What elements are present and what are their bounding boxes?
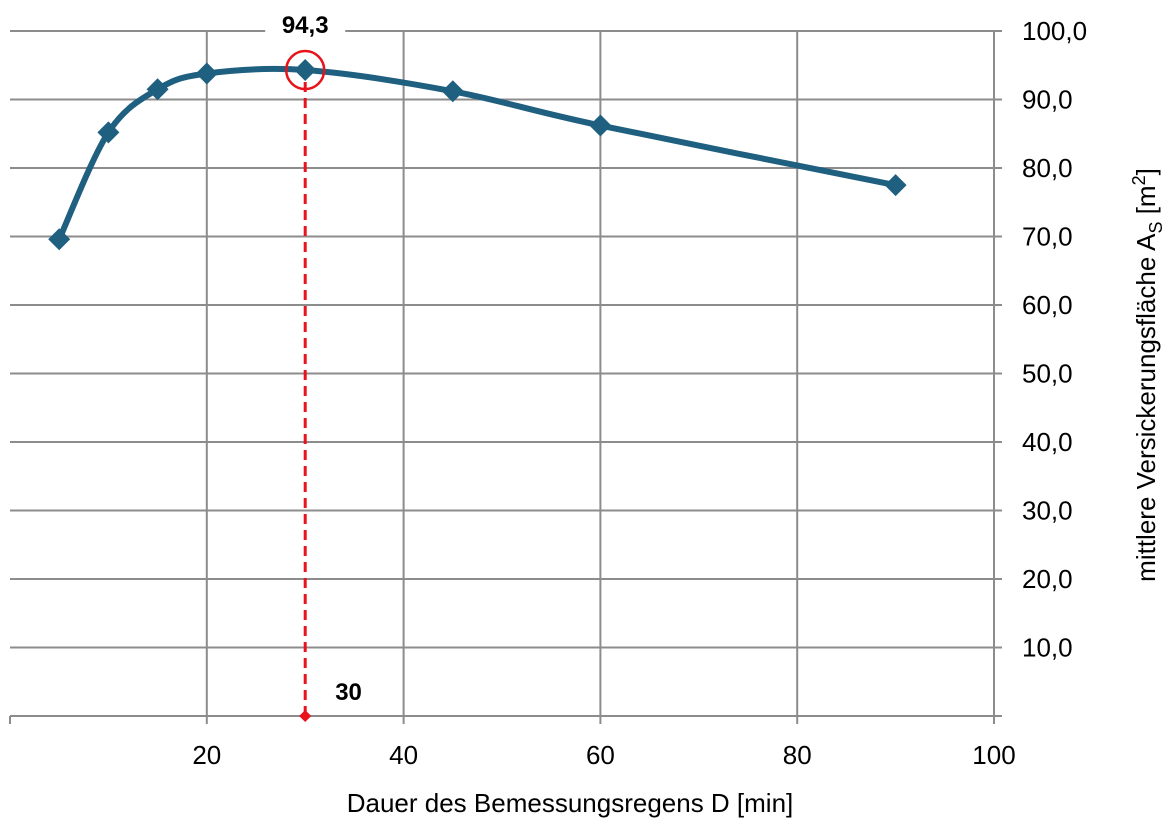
y-tick-label: 90,0 — [1022, 85, 1073, 115]
max-value-label-bg — [265, 10, 346, 40]
tick-labels: 20 40 60 80 100 10,0 20,0 30,0 40,0 50,0 60,0 70,0 8… — [192, 16, 1087, 770]
series-line — [56, 65, 899, 243]
y-tick-label: 50,0 — [1022, 359, 1073, 389]
max-x-marker — [299, 710, 312, 722]
y-axis-label: mittlere Versickerungsfläche AS [m2] — [1129, 168, 1166, 582]
data-point — [441, 80, 464, 103]
data-point — [589, 114, 612, 137]
y-tick-label: 10,0 — [1022, 633, 1073, 663]
grid — [10, 30, 994, 716]
x-tick-label: 60 — [586, 740, 615, 770]
max-highlight-circle — [284, 49, 326, 91]
y-tick-label: 80,0 — [1022, 153, 1073, 183]
y-tick-label: 20,0 — [1022, 564, 1073, 594]
data-point — [97, 121, 120, 144]
x-tick-label: 20 — [192, 740, 221, 770]
data-point — [195, 62, 218, 85]
x-tick-label: 80 — [783, 740, 812, 770]
y-axis-label-sub: S — [1146, 222, 1166, 234]
y-axis-label-sup: 2 — [1129, 175, 1149, 185]
x-tick-label: 40 — [389, 740, 418, 770]
data-point — [884, 174, 907, 197]
max-value-label: 94,3 — [282, 12, 329, 39]
series-group — [48, 59, 907, 251]
axes — [9, 30, 1002, 724]
x-axis-label: Dauer des Bemessungsregens D [min] — [347, 788, 794, 818]
y-axis-label-unit-close: ] — [1131, 168, 1161, 175]
x-tick-label: 100 — [972, 740, 1015, 770]
annotations: 94,3 30 — [265, 10, 362, 722]
data-point — [146, 78, 169, 101]
y-axis-label-unit-open: [m — [1131, 185, 1161, 221]
y-tick-label: 100,0 — [1022, 16, 1087, 46]
y-tick-label: 60,0 — [1022, 290, 1073, 320]
data-point — [294, 59, 317, 82]
max-x-label: 30 — [335, 679, 362, 706]
y-tick-label: 40,0 — [1022, 427, 1073, 457]
data-point — [48, 228, 71, 251]
y-tick-label: 70,0 — [1022, 222, 1073, 252]
y-tick-label: 30,0 — [1022, 496, 1073, 526]
y-axis-label-main: mittlere Versickerungsfläche A — [1131, 233, 1161, 582]
